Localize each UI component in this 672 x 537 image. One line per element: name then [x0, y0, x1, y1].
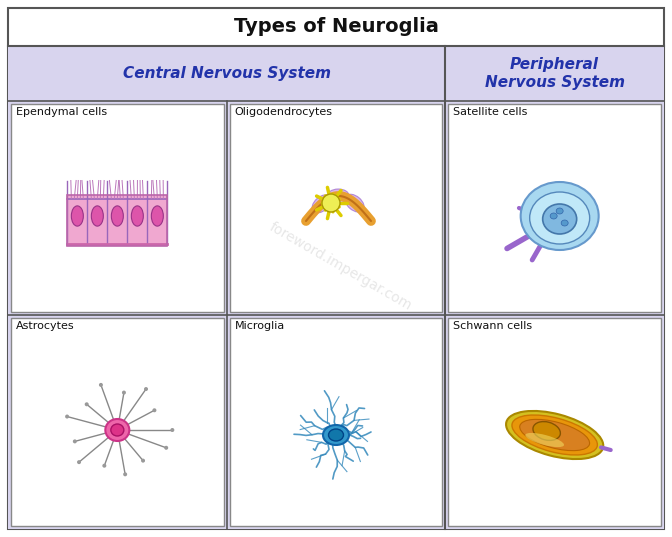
Ellipse shape: [323, 425, 349, 445]
Ellipse shape: [312, 195, 331, 213]
Ellipse shape: [131, 206, 143, 226]
Ellipse shape: [345, 194, 364, 212]
Text: Microglia: Microglia: [235, 321, 285, 331]
Ellipse shape: [164, 446, 168, 450]
Ellipse shape: [556, 208, 563, 214]
Text: Types of Neuroglia: Types of Neuroglia: [234, 18, 438, 37]
FancyBboxPatch shape: [230, 318, 442, 526]
FancyBboxPatch shape: [446, 46, 664, 529]
Ellipse shape: [170, 428, 174, 432]
Ellipse shape: [122, 390, 126, 395]
Text: Central Nervous System: Central Nervous System: [123, 66, 331, 81]
Text: Ependymal cells: Ependymal cells: [16, 107, 107, 117]
Ellipse shape: [561, 220, 568, 226]
Ellipse shape: [112, 206, 124, 226]
FancyBboxPatch shape: [11, 104, 224, 312]
Ellipse shape: [71, 206, 83, 226]
FancyBboxPatch shape: [448, 318, 661, 526]
Ellipse shape: [543, 204, 577, 234]
Ellipse shape: [91, 206, 103, 226]
FancyBboxPatch shape: [8, 46, 446, 529]
Ellipse shape: [85, 402, 89, 407]
Text: Schwann cells: Schwann cells: [454, 321, 532, 331]
Ellipse shape: [65, 415, 69, 418]
Ellipse shape: [533, 422, 560, 440]
FancyBboxPatch shape: [230, 104, 442, 312]
Ellipse shape: [111, 424, 124, 436]
Ellipse shape: [153, 408, 157, 412]
Ellipse shape: [506, 411, 603, 459]
Ellipse shape: [521, 182, 599, 250]
Ellipse shape: [550, 213, 557, 219]
Text: Astrocytes: Astrocytes: [16, 321, 75, 331]
Ellipse shape: [73, 439, 77, 444]
Ellipse shape: [102, 464, 106, 468]
Text: Oligodendrocytes: Oligodendrocytes: [235, 107, 333, 117]
Text: Satellite cells: Satellite cells: [454, 107, 528, 117]
Ellipse shape: [106, 419, 129, 441]
Ellipse shape: [99, 383, 103, 387]
Text: Peripheral
Nervous System: Peripheral Nervous System: [485, 57, 625, 90]
Ellipse shape: [123, 473, 127, 476]
FancyBboxPatch shape: [67, 194, 167, 245]
FancyBboxPatch shape: [8, 8, 664, 529]
Ellipse shape: [519, 419, 589, 451]
Ellipse shape: [144, 387, 148, 391]
Ellipse shape: [77, 460, 81, 464]
FancyBboxPatch shape: [448, 104, 661, 312]
Ellipse shape: [526, 433, 564, 447]
Ellipse shape: [327, 189, 349, 203]
Ellipse shape: [151, 206, 163, 226]
Ellipse shape: [512, 415, 597, 455]
Text: foreword.impergar.com: foreword.impergar.com: [266, 220, 414, 314]
Ellipse shape: [322, 194, 340, 212]
Ellipse shape: [141, 459, 145, 463]
FancyBboxPatch shape: [11, 318, 224, 526]
Ellipse shape: [530, 192, 589, 244]
Ellipse shape: [329, 429, 343, 441]
